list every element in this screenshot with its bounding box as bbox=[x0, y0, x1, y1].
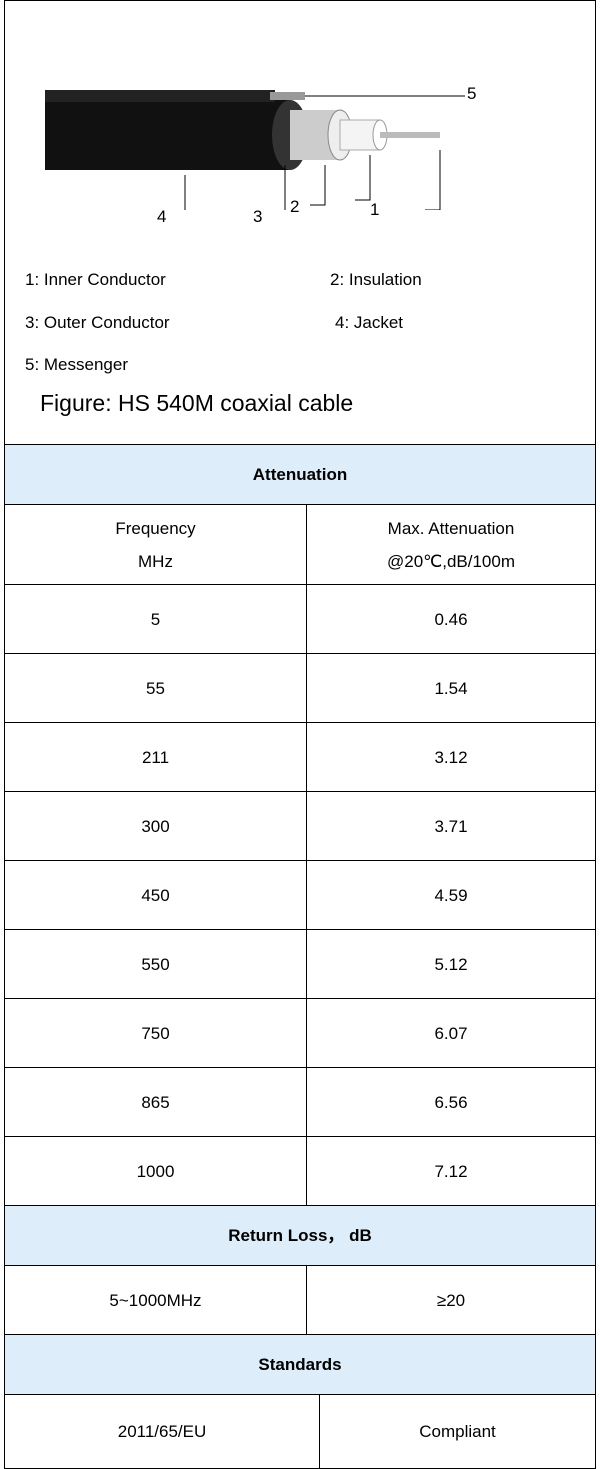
cell-text: Compliant bbox=[419, 1422, 496, 1441]
cell-text: 450 bbox=[141, 885, 170, 905]
cell-text: 865 bbox=[141, 1092, 170, 1112]
table-cell: 750 bbox=[4, 998, 307, 1068]
table-cell: Compliant bbox=[319, 1394, 596, 1469]
cell-text: Frequency bbox=[115, 518, 196, 538]
cell-text: 2011/65/EU bbox=[117, 1422, 207, 1441]
table-cell: 211 bbox=[4, 722, 307, 792]
section-header: Standards bbox=[4, 1334, 596, 1395]
legend-item: 5: Messenger bbox=[25, 355, 128, 374]
cell-text: 3.71 bbox=[434, 816, 468, 836]
cell-text: @20℃,dB/100m bbox=[386, 551, 516, 571]
section-header: Attenuation bbox=[4, 444, 596, 505]
cell-text: Max. Attenuation bbox=[387, 518, 515, 538]
cable-drawing bbox=[45, 90, 465, 210]
table-cell: 5 bbox=[4, 584, 307, 654]
section-header: Return Loss， dB bbox=[4, 1205, 596, 1266]
table-cell: 6.07 bbox=[306, 998, 596, 1068]
table-cell: 450 bbox=[4, 860, 307, 930]
cell-text: 5~1000MHz bbox=[109, 1290, 202, 1310]
table-cell: 0.46 bbox=[306, 584, 596, 654]
table-cell: 55 bbox=[4, 653, 307, 723]
table-cell: 3.12 bbox=[306, 722, 596, 792]
cell-text: 6.56 bbox=[434, 1092, 468, 1112]
cell-text: MHz bbox=[138, 551, 173, 571]
legend-item: 4: Jacket bbox=[335, 313, 404, 332]
column-header: Max. Attenuation @20℃,dB/100m bbox=[306, 504, 596, 585]
cell-text: Return Loss， dB bbox=[228, 1226, 372, 1245]
cell-text: 550 bbox=[141, 954, 170, 974]
cell-text: Attenuation bbox=[252, 465, 348, 484]
callout: 5 bbox=[467, 84, 477, 103]
table-cell: 5~1000MHz bbox=[4, 1265, 307, 1335]
table-cell: 1000 bbox=[4, 1136, 307, 1206]
table-cell: 865 bbox=[4, 1067, 307, 1137]
cell-text: 55 bbox=[146, 678, 165, 698]
callout: 3 bbox=[253, 207, 263, 226]
table-cell: 7.12 bbox=[306, 1136, 596, 1206]
table-cell: 5.12 bbox=[306, 929, 596, 999]
cell-text: 300 bbox=[141, 816, 170, 836]
cell-text: ≥20 bbox=[436, 1290, 466, 1310]
legend-item: 3: Outer Conductor bbox=[25, 313, 170, 332]
cell-text: 3.12 bbox=[434, 747, 468, 767]
cell-text: 211 bbox=[141, 747, 170, 767]
table-cell: 550 bbox=[4, 929, 307, 999]
callout: 1 bbox=[370, 200, 380, 219]
cell-text: 0.46 bbox=[434, 609, 468, 629]
callout: 4 bbox=[157, 207, 167, 226]
legend-item: 1: Inner Conductor bbox=[25, 270, 166, 289]
table-cell: 300 bbox=[4, 791, 307, 861]
cell-text: 4.59 bbox=[434, 885, 468, 905]
callout: 2 bbox=[290, 197, 300, 216]
column-header: Frequency MHz bbox=[4, 504, 307, 585]
table-cell: 3.71 bbox=[306, 791, 596, 861]
cell-text: 1000 bbox=[136, 1161, 175, 1181]
table-cell: ≥20 bbox=[306, 1265, 596, 1335]
cell-text: 5 bbox=[150, 609, 161, 629]
cell-text: 6.07 bbox=[434, 1023, 468, 1043]
legend-item: 2: Insulation bbox=[330, 270, 422, 289]
table-cell: 4.59 bbox=[306, 860, 596, 930]
table-cell: 1.54 bbox=[306, 653, 596, 723]
cell-text: 1.54 bbox=[434, 678, 468, 698]
cell-text: 7.12 bbox=[434, 1161, 468, 1181]
cell-text: Standards bbox=[258, 1355, 342, 1374]
cell-text: 750 bbox=[141, 1023, 170, 1043]
table-cell: 6.56 bbox=[306, 1067, 596, 1137]
caption: Figure: HS 540M coaxial cable bbox=[40, 390, 354, 416]
cell-text: 5.12 bbox=[434, 954, 468, 974]
table-cell: 2011/65/EU bbox=[4, 1394, 320, 1469]
